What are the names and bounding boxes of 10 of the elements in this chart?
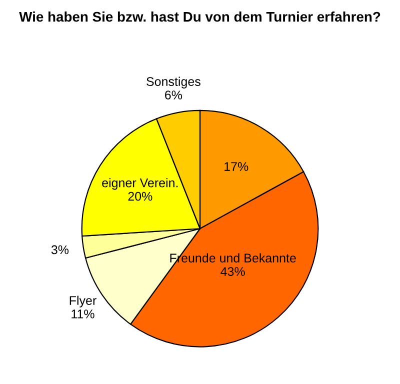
data-label: 6%: [165, 90, 182, 100]
data-label: 11%: [72, 310, 94, 318]
chart-title: Wie haben Sie bzw. hast Du von dem Turnier erfahren?: [19, 12, 380, 22]
slice-label: Sonstiges: [146, 76, 200, 88]
slice-label: Flyer: [70, 296, 96, 308]
data-label: 3%: [51, 245, 69, 254]
data-label: 43%: [220, 267, 245, 276]
data-label: 20%: [128, 192, 152, 201]
data-label: 17%: [224, 162, 248, 171]
slice-label: eigner Verein.: [102, 178, 178, 190]
